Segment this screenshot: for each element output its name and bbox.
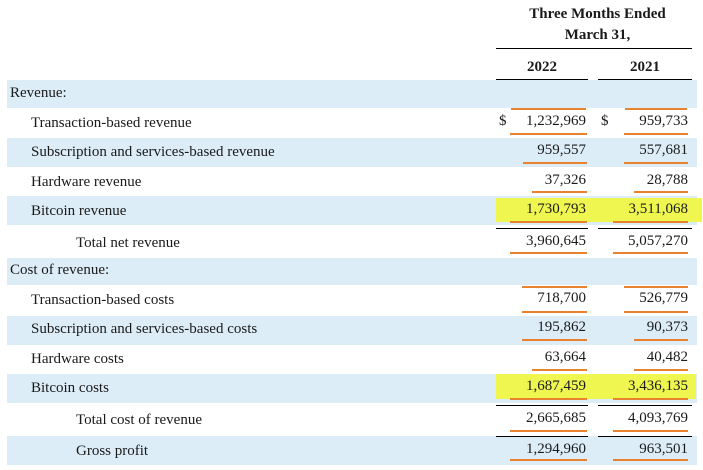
row-label-transaction-revenue: Transaction-based revenue xyxy=(31,115,192,131)
total-rule-2021 xyxy=(598,228,692,229)
annotation-line xyxy=(523,162,587,164)
row-band-cost-section xyxy=(7,258,697,285)
value-2021-transaction-revenue: 959,733 xyxy=(639,113,688,129)
value-2021-transaction-costs: 526,779 xyxy=(639,290,688,306)
annotation-line xyxy=(613,398,688,400)
annotation-line xyxy=(532,369,587,371)
annotation-line xyxy=(634,369,688,371)
row-label-bitcoin-revenue: Bitcoin revenue xyxy=(31,203,127,219)
annotation-line xyxy=(510,221,587,223)
annotation-line xyxy=(634,191,688,193)
row-label-total-net-revenue: Total net revenue xyxy=(76,235,180,251)
column-header-rule-2021 xyxy=(598,79,692,80)
total-rule-2022 xyxy=(496,405,588,406)
annotation-line xyxy=(510,459,587,461)
annotation-line xyxy=(510,252,587,254)
annotation-line xyxy=(624,311,688,313)
value-2022-transaction-revenue: 1,232,969 xyxy=(526,113,586,129)
value-2022-subscription-revenue: 959,557 xyxy=(537,142,586,158)
value-2022-subscription-costs: 195,862 xyxy=(537,319,586,335)
value-2021-hardware-revenue: 28,788 xyxy=(646,172,688,188)
column-header-2022: 2022 xyxy=(527,59,557,75)
annotation-line xyxy=(624,162,688,164)
value-2022-transaction-costs: 718,700 xyxy=(537,290,586,306)
annotation-line xyxy=(613,430,688,432)
annotation-line xyxy=(510,398,587,400)
section-label-revenue: Revenue: xyxy=(10,85,67,101)
row-label-gross-profit: Gross profit xyxy=(76,443,149,459)
currency-symbol-2021: $ xyxy=(601,113,609,129)
value-2021-total-cost-of-revenue: 4,093,769 xyxy=(628,410,688,426)
highlight-bitcoin-costs xyxy=(496,374,696,399)
value-2022-total-cost-of-revenue: 2,665,685 xyxy=(526,410,586,426)
value-2021-subscription-costs: 90,373 xyxy=(646,319,688,335)
highlight-bitcoin-revenue xyxy=(496,198,702,222)
annotation-line xyxy=(613,221,688,223)
value-2022-gross-profit: 1,294,960 xyxy=(526,441,586,457)
annotation-line xyxy=(510,133,587,135)
annotation-line xyxy=(532,191,587,193)
value-2022-bitcoin-revenue: 1,730,793 xyxy=(526,201,586,217)
row-band-revenue-section xyxy=(7,80,697,108)
value-2021-subscription-revenue: 557,681 xyxy=(639,142,688,158)
row-label-hardware-costs: Hardware costs xyxy=(31,351,124,367)
row-label-subscription-revenue: Subscription and services-based revenue xyxy=(31,144,275,160)
annotation-line xyxy=(624,286,688,288)
value-2022-hardware-revenue: 37,326 xyxy=(544,172,586,188)
value-2022-total-net-revenue: 3,960,645 xyxy=(526,233,586,249)
total-rule-2022 xyxy=(496,436,588,437)
total-rule-2021 xyxy=(598,436,692,437)
row-label-total-cost-of-revenue: Total cost of revenue xyxy=(76,412,202,428)
annotation-line xyxy=(510,430,587,432)
row-label-subscription-costs: Subscription and services-based costs xyxy=(31,321,258,337)
header-three-months-ended: Three Months Ended xyxy=(529,6,666,22)
header-march-31: March 31, xyxy=(564,27,631,43)
annotation-line xyxy=(522,339,587,341)
annotation-line xyxy=(522,286,587,288)
row-label-hardware-revenue: Hardware revenue xyxy=(31,174,142,190)
annotation-line xyxy=(511,108,586,110)
total-rule-2022 xyxy=(496,228,588,229)
value-2021-total-net-revenue: 5,057,270 xyxy=(628,233,688,249)
column-header-2021: 2021 xyxy=(630,59,660,75)
annotation-line xyxy=(624,133,688,135)
annotation-line xyxy=(613,252,688,254)
value-2021-gross-profit: 963,501 xyxy=(639,441,688,457)
annotation-line xyxy=(634,339,688,341)
value-2021-hardware-costs: 40,482 xyxy=(646,349,688,365)
value-2021-bitcoin-costs: 3,436,135 xyxy=(628,378,688,394)
total-rule-2021 xyxy=(598,405,692,406)
value-2021-bitcoin-revenue: 3,511,068 xyxy=(628,201,688,217)
annotation-line xyxy=(613,459,688,461)
row-label-transaction-costs: Transaction-based costs xyxy=(31,292,175,308)
value-2022-bitcoin-costs: 1,687,459 xyxy=(526,378,586,394)
header-rule xyxy=(496,48,692,49)
section-label-cost-of-revenue: Cost of revenue: xyxy=(10,262,110,278)
currency-symbol-2022: $ xyxy=(499,113,507,129)
column-header-rule-2022 xyxy=(496,79,588,80)
row-label-bitcoin-costs: Bitcoin costs xyxy=(31,380,109,396)
annotation-line xyxy=(522,311,587,313)
annotation-line xyxy=(625,108,687,110)
value-2022-hardware-costs: 63,664 xyxy=(544,349,586,365)
